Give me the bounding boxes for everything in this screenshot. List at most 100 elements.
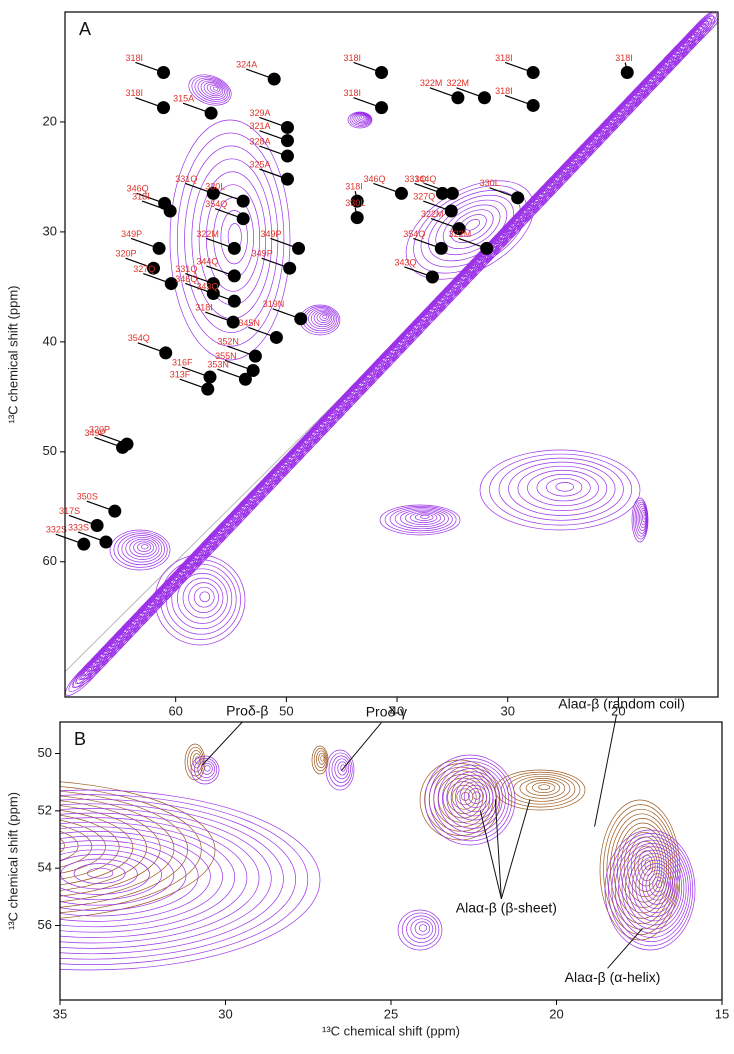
peak-label: 325A: [249, 160, 270, 170]
contour: [60, 789, 321, 971]
panel-0: 318I318I315A324A329A321A328A325A331Q346Q…: [5, 11, 719, 718]
frame: [59, 721, 723, 1001]
peak-label: 344Q: [414, 174, 436, 184]
annotation: Alaα-β (β-sheet): [456, 900, 557, 916]
contour: [538, 166, 572, 199]
contour: [630, 841, 661, 892]
contour: [194, 77, 229, 102]
peak-label: 329A: [249, 108, 270, 118]
peak-label: 333S: [68, 522, 89, 532]
contour: [60, 800, 161, 897]
contour: [409, 512, 438, 523]
contour: [313, 310, 333, 326]
contour: [536, 473, 591, 502]
contour: [349, 112, 372, 128]
contour: [656, 43, 689, 76]
contour: [60, 786, 202, 914]
contour: [468, 788, 484, 804]
contour: [389, 322, 423, 355]
contour: [240, 478, 274, 512]
contour: [60, 858, 138, 890]
contour: [519, 778, 566, 799]
contour: [494, 769, 586, 811]
contour: [350, 363, 384, 397]
peak: [248, 349, 262, 363]
peak-label: 320P: [116, 249, 137, 259]
peak-label: 322M: [449, 229, 472, 239]
peak-label: 316F: [172, 357, 193, 367]
contour: [525, 780, 561, 796]
peak-label: 313F: [170, 370, 191, 380]
peak: [280, 149, 294, 163]
contour: [463, 784, 487, 809]
contour: [178, 544, 211, 577]
peak: [147, 261, 161, 275]
contour: [472, 791, 481, 800]
contour: [523, 182, 556, 216]
peak-label: 318I: [195, 302, 213, 312]
contour: [316, 312, 331, 323]
contour: [404, 510, 442, 526]
contour: [468, 240, 501, 273]
peak-label: 349P: [252, 249, 273, 259]
peak-label: 352N: [217, 337, 239, 347]
peak: [226, 315, 240, 329]
contour: [60, 808, 272, 949]
peak-label: 330L: [480, 178, 500, 188]
contour: [187, 746, 204, 777]
contour: [206, 83, 222, 95]
contour: [546, 477, 583, 497]
contour: [60, 835, 199, 917]
annotation: Alaα-β (random coil): [558, 695, 685, 711]
x-tick-label: 60: [168, 703, 182, 718]
contour: [436, 273, 470, 306]
contour: [327, 388, 360, 421]
peak: [375, 65, 389, 79]
contour: [459, 781, 491, 813]
contour: [358, 355, 391, 388]
peak: [90, 518, 104, 532]
contour: [379, 504, 461, 536]
peak-label: 324A: [236, 59, 257, 69]
peak-label: 327Q: [413, 191, 435, 201]
contour: [515, 190, 548, 224]
contour: [334, 758, 350, 780]
peak-label: 349P: [121, 229, 142, 239]
contour: [60, 794, 309, 965]
contour: [165, 563, 237, 635]
contour: [546, 158, 579, 191]
contour: [60, 812, 260, 944]
contour: [374, 338, 407, 372]
contour: [212, 86, 219, 91]
contour: [628, 853, 680, 922]
peak-label: 315A: [173, 94, 194, 104]
contour: [679, 18, 713, 51]
contour: [87, 867, 114, 879]
annotation: Proδ-β: [226, 703, 268, 719]
peak-label: 346Q: [127, 184, 149, 194]
contour: [99, 626, 133, 660]
contour: [530, 174, 564, 207]
contour: [220, 210, 248, 265]
contour: [632, 67, 666, 101]
contour: [643, 514, 647, 520]
contour: [217, 503, 250, 536]
peak: [269, 330, 283, 344]
contour: [700, 20, 708, 28]
peak: [511, 191, 525, 205]
contour: [433, 761, 510, 838]
contour: [614, 839, 689, 938]
contour: [197, 79, 227, 100]
contour: [209, 511, 242, 544]
frame: [64, 11, 719, 698]
peak: [99, 535, 113, 549]
peak: [206, 186, 220, 200]
peak: [77, 537, 91, 551]
contour: [204, 765, 211, 772]
contour: [684, 12, 718, 47]
contour: [442, 204, 501, 250]
peak: [227, 269, 241, 283]
peak: [444, 204, 458, 218]
peak: [480, 241, 494, 255]
peak: [394, 186, 408, 200]
